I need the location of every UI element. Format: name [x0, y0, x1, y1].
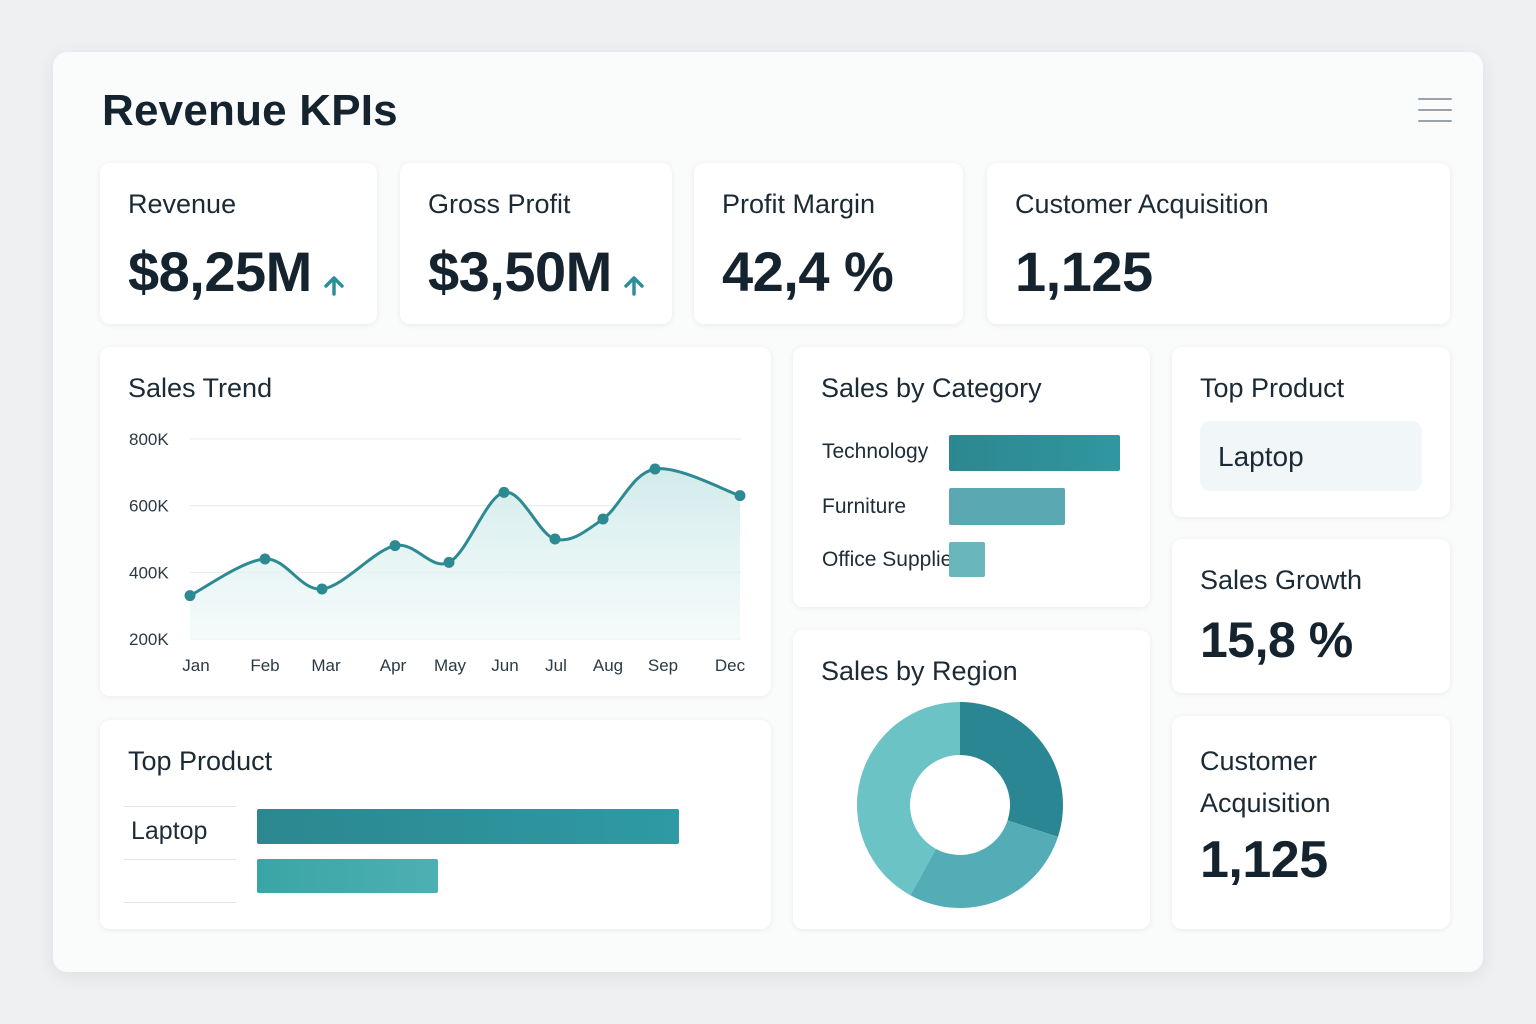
top-product-value: Laptop — [1218, 441, 1304, 472]
product-label: Laptop — [131, 817, 208, 845]
x-tick-label: Aug — [593, 656, 623, 675]
card-title: Sales by Region — [821, 656, 1018, 686]
data-point-jul[interactable] — [549, 533, 561, 545]
kpi-label: Customer Acquisition — [1015, 189, 1269, 219]
arrow-up-icon — [622, 244, 646, 309]
data-point-apr[interactable] — [389, 540, 401, 552]
kpi-label: Profit Margin — [722, 189, 876, 219]
card-title: Sales Trend — [128, 373, 273, 403]
region-slice[interactable] — [857, 702, 960, 896]
kpi-value-text: $3,50M — [428, 240, 612, 303]
card-title: Top Product — [128, 746, 273, 776]
x-tick-label: Dec — [715, 656, 746, 675]
sales-trend-card: Sales Trend 800K 600K 400K 200K Jan Feb Mar Ap… — [100, 347, 771, 696]
card-title: Sales Growth — [1200, 565, 1363, 595]
x-tick-label: Jan — [182, 656, 209, 675]
kpi-value: 42,4 % — [722, 240, 894, 303]
sales-by-region-donut — [857, 702, 1063, 908]
arrow-up-icon — [322, 244, 346, 309]
x-tick-label: Jun — [491, 656, 518, 675]
sales-trend-chart: 800K 600K 400K 200K Jan Feb Mar Apr May Jun Jul Au… — [129, 430, 746, 675]
x-tick-label: Feb — [250, 656, 279, 675]
row-divider — [124, 806, 236, 807]
kpi-value: $3,50M — [428, 239, 646, 309]
card-title-line: Acquisition — [1200, 788, 1331, 818]
sales-growth-value: 15,8 % — [1200, 612, 1353, 668]
kpi-card-revenue: Revenue $8,25M — [100, 163, 377, 324]
y-tick-label: 600K — [129, 497, 169, 516]
kpi-value-text: $8,25M — [128, 240, 312, 303]
x-tick-label: Mar — [311, 656, 341, 675]
card-title-line: Customer — [1200, 746, 1318, 776]
data-point-jun[interactable] — [498, 486, 510, 498]
region-slice[interactable] — [960, 702, 1063, 837]
data-point-feb[interactable] — [259, 553, 271, 565]
region-slice[interactable] — [910, 820, 1058, 908]
top-product-value-box: Laptop — [1200, 421, 1422, 491]
kpi-value: 1,125 — [1015, 240, 1153, 303]
customer-acquisition-card: Customer Acquisition 1,125 — [1172, 716, 1450, 929]
top-product-bar — [257, 859, 439, 893]
top-product-chart-card: Top Product Laptop — [100, 720, 771, 929]
card-title: Sales by Category — [821, 373, 1042, 403]
category-bar — [949, 542, 985, 577]
category-label: Technology — [822, 440, 929, 463]
kpi-label: Revenue — [128, 189, 237, 219]
data-point-aug[interactable] — [597, 513, 609, 525]
category-bar — [949, 435, 1120, 471]
data-point-sep[interactable] — [649, 463, 661, 475]
kpi-card-profit-margin: Profit Margin 42,4 % — [694, 163, 963, 324]
x-tick-label: Apr — [380, 656, 407, 675]
card-title: Top Product — [1200, 373, 1345, 403]
data-point-may[interactable] — [443, 556, 455, 568]
x-tick-label: Sep — [648, 656, 678, 675]
x-tick-label: May — [434, 656, 467, 675]
page-title: Revenue KPIs — [102, 86, 398, 135]
category-bar — [949, 488, 1066, 525]
top-product-bar — [257, 809, 679, 844]
card-title: Customer Acquisition — [1200, 740, 1331, 824]
data-point-dec[interactable] — [734, 490, 746, 502]
customer-acquisition-value: 1,125 — [1200, 831, 1328, 889]
x-tick-label: Jul — [545, 656, 567, 675]
row-divider — [124, 902, 236, 903]
data-point-jan[interactable] — [184, 590, 196, 602]
top-product-card: Top Product Laptop — [1172, 347, 1450, 517]
row-divider — [124, 859, 236, 860]
kpi-card-gross-profit: Gross Profit $3,50M — [400, 163, 672, 324]
hamburger-menu-icon[interactable] — [1418, 98, 1452, 126]
data-point-mar[interactable] — [316, 583, 328, 595]
kpi-value: $8,25M — [128, 239, 346, 309]
sales-trend-line — [189, 467, 741, 598]
kpi-label: Gross Profit — [428, 189, 571, 219]
y-tick-label: 400K — [129, 563, 169, 582]
category-label: Office Supplies — [822, 548, 963, 571]
kpi-card-customer-acquisition: Customer Acquisition 1,125 — [987, 163, 1450, 324]
category-label: Furniture — [822, 495, 907, 518]
y-tick-label: 800K — [129, 430, 169, 449]
sales-growth-card: Sales Growth 15,8 % — [1172, 539, 1450, 693]
sales-by-category-card: Sales by Category Technology Furniture O… — [793, 347, 1150, 607]
y-tick-label: 200K — [129, 630, 169, 649]
sales-by-region-card: Sales by Region — [793, 630, 1150, 929]
sales-trend-area — [190, 468, 740, 639]
